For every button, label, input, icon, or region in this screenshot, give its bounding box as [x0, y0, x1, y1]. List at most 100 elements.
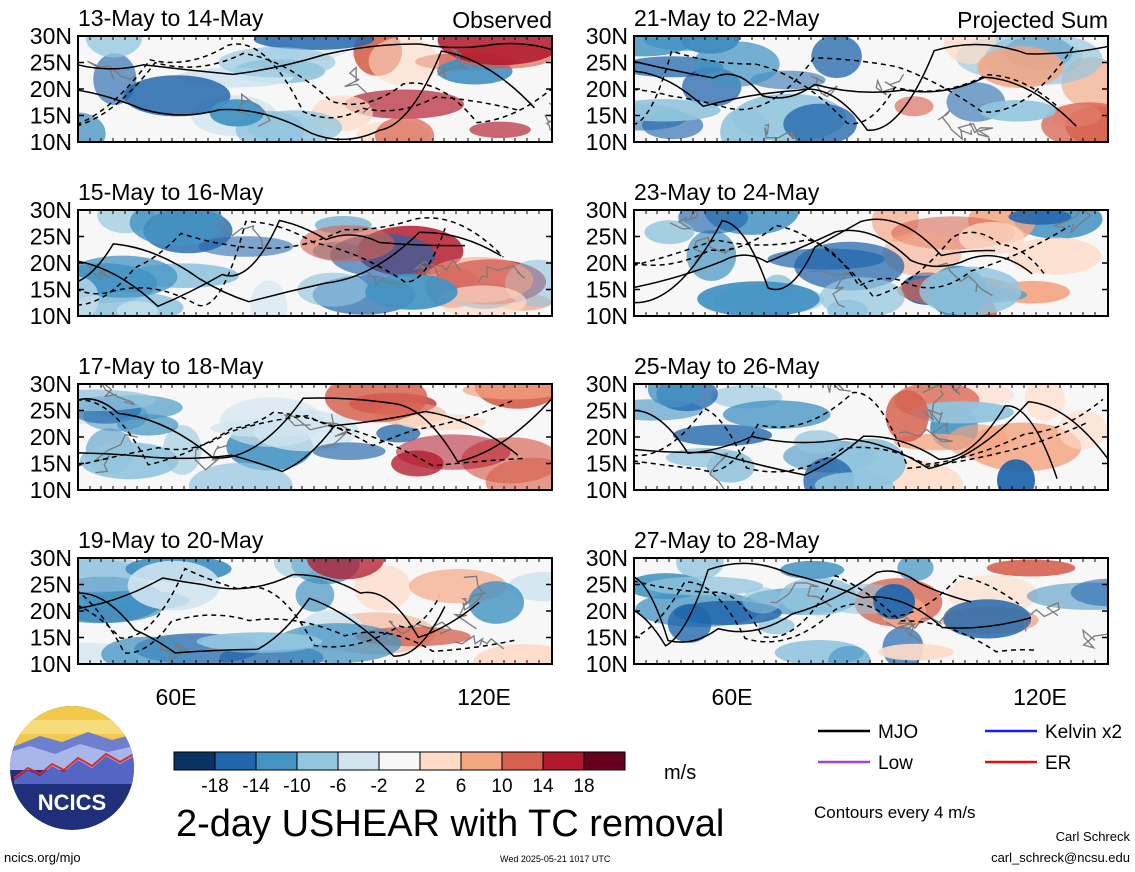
y-tick-label: 20N: [30, 76, 72, 102]
shading-blob: [758, 617, 795, 635]
shading-blob: [697, 281, 820, 316]
mjo-contour: [78, 52, 552, 127]
y-tick-label: 25N: [30, 398, 72, 424]
shading-blob: [794, 241, 905, 291]
coastline: [709, 452, 729, 490]
mjo-contour: [78, 220, 446, 307]
y-tick-label: 30N: [586, 371, 628, 397]
y-tick-label: 30N: [30, 545, 72, 571]
mjo-contour: [634, 224, 1047, 298]
shading-blob: [354, 564, 412, 611]
shading-blob: [101, 636, 192, 664]
panel-title: 27-May to 28-May: [634, 527, 820, 553]
mjo-contour: [78, 43, 519, 125]
colorbar-units: m/s: [664, 762, 696, 784]
panel-title: 15-May to 16-May: [78, 179, 264, 205]
mjo-contour: [634, 398, 1104, 473]
colorbar-swatch: [460, 751, 503, 771]
coastline: [217, 218, 264, 247]
colorbar-swatch: [296, 751, 339, 771]
y-tick-label: 10N: [30, 477, 72, 503]
shading-blob: [828, 645, 871, 664]
shading-blob: [78, 389, 157, 412]
shading-blob: [1041, 102, 1108, 142]
coastline: [1021, 601, 1060, 632]
y-tick-label: 10N: [30, 129, 72, 155]
shading-field: [634, 384, 1108, 490]
shading-blob: [814, 472, 894, 490]
shading-blob: [1070, 578, 1108, 607]
author-email: carl_schreck@ncsu.edu: [991, 850, 1130, 865]
mjo-contour: [78, 410, 519, 473]
coastline: [344, 66, 377, 114]
panel-group-label: Projected Sum: [957, 7, 1108, 33]
shading-blob: [188, 462, 293, 490]
shading-blob: [783, 103, 857, 142]
shading-blob: [977, 46, 1064, 88]
shading-blob: [368, 37, 440, 86]
shading-blob: [720, 108, 769, 142]
mjo-contour: [78, 397, 552, 463]
mjo-contour: [634, 218, 996, 304]
shading-blob: [117, 414, 179, 436]
colorbar-swatch: [214, 751, 257, 771]
shading-field: [78, 210, 552, 316]
colorbar-tick-label: 14: [532, 776, 554, 797]
coastline: [670, 210, 699, 230]
legend-label: Kelvin x2: [1045, 722, 1122, 743]
shading-blob: [647, 384, 701, 408]
mjo-contour: [634, 46, 1074, 113]
coastline: [321, 421, 352, 448]
colorbar-swatch: [542, 751, 585, 771]
shading-blob: [297, 272, 369, 307]
mjo-contour: [634, 229, 1033, 289]
shading-blob: [375, 117, 435, 142]
mjo-contour: [78, 592, 446, 657]
shading-blob: [129, 210, 225, 247]
shading-blob: [300, 225, 395, 262]
y-tick-label: 15N: [586, 625, 628, 651]
y-tick-label: 10N: [586, 129, 628, 155]
shading-blob: [253, 36, 375, 50]
x-tick-label: 120E: [1013, 684, 1067, 710]
mjo-contour: [78, 42, 552, 76]
x-tick-label: 60E: [156, 684, 197, 710]
coastline: [412, 258, 461, 276]
y-tick-label: 20N: [586, 424, 628, 450]
shading-blob: [943, 599, 1032, 639]
shading-blob: [910, 401, 1014, 424]
site-url: ncics.org/mjo: [4, 850, 81, 865]
y-tick-label: 15N: [30, 451, 72, 477]
shading-blob: [986, 559, 1076, 577]
shading-blob: [693, 41, 780, 87]
y-tick-label: 10N: [30, 651, 72, 677]
shading-blob: [85, 36, 143, 58]
shading-blob: [209, 99, 264, 127]
shading-field: [634, 210, 1103, 316]
panel-group-label: Observed: [452, 7, 552, 33]
x-tick-label: 120E: [457, 684, 511, 710]
shading-blob: [473, 644, 552, 664]
shading-blob: [485, 457, 552, 490]
x-axis-labels: 60E 120E 60E 120E: [156, 684, 1067, 710]
legend-label: Low: [878, 753, 913, 774]
shading-field: [78, 36, 552, 142]
panel-title: 25-May to 26-May: [634, 353, 820, 379]
coastline: [1052, 210, 1092, 235]
y-tick-label: 20N: [30, 250, 72, 276]
x-tick-label: 60E: [712, 684, 753, 710]
y-tick-label: 10N: [586, 477, 628, 503]
shading-blob: [1024, 384, 1065, 421]
y-tick-label: 25N: [586, 224, 628, 250]
shading-blob: [312, 442, 386, 461]
shading-field: [634, 36, 1108, 142]
y-tick-label: 20N: [586, 76, 628, 102]
colorbar-tick-label: -2: [371, 776, 388, 797]
y-tick-label: 25N: [30, 50, 72, 76]
mjo-contour: [634, 400, 1108, 470]
shading-blob: [78, 255, 178, 298]
mjo-contour: [78, 219, 466, 308]
